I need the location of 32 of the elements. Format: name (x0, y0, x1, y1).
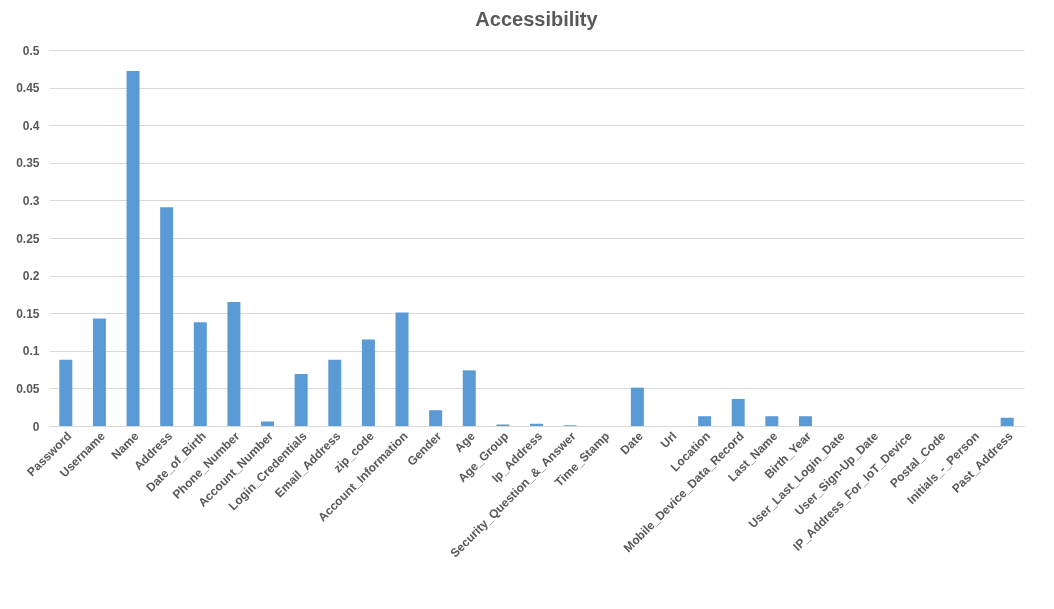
bar (193, 322, 207, 426)
bar (361, 339, 375, 426)
y-tick-label: 0.05 (16, 381, 40, 396)
bar (261, 421, 275, 426)
bar (59, 359, 73, 426)
bar (462, 370, 476, 426)
y-tick-label: 0.35 (16, 156, 40, 171)
bar (630, 387, 644, 426)
bar (160, 207, 174, 426)
bar (227, 301, 241, 426)
y-tick-label: 0.25 (16, 231, 40, 246)
bar (1000, 417, 1014, 426)
bar (798, 416, 812, 426)
bar (765, 416, 779, 426)
bar (294, 374, 308, 426)
bar (92, 318, 106, 426)
y-tick-label: 0 (32, 419, 40, 434)
chart-title: Accessibility (475, 8, 599, 30)
y-tick-label: 0.15 (16, 306, 40, 321)
bar (395, 312, 409, 426)
bar (731, 398, 745, 426)
y-tick-label: 0.45 (16, 81, 40, 96)
bar (429, 410, 443, 426)
bar (530, 423, 543, 426)
y-tick-label: 0.4 (22, 118, 40, 133)
bar (698, 416, 712, 426)
bar (328, 359, 342, 426)
y-tick-label: 0.5 (22, 43, 40, 58)
y-tick-label: 0.3 (22, 193, 40, 208)
y-tick-label: 0.2 (22, 269, 40, 284)
y-tick-label: 0.1 (22, 344, 40, 359)
bar (126, 71, 140, 426)
